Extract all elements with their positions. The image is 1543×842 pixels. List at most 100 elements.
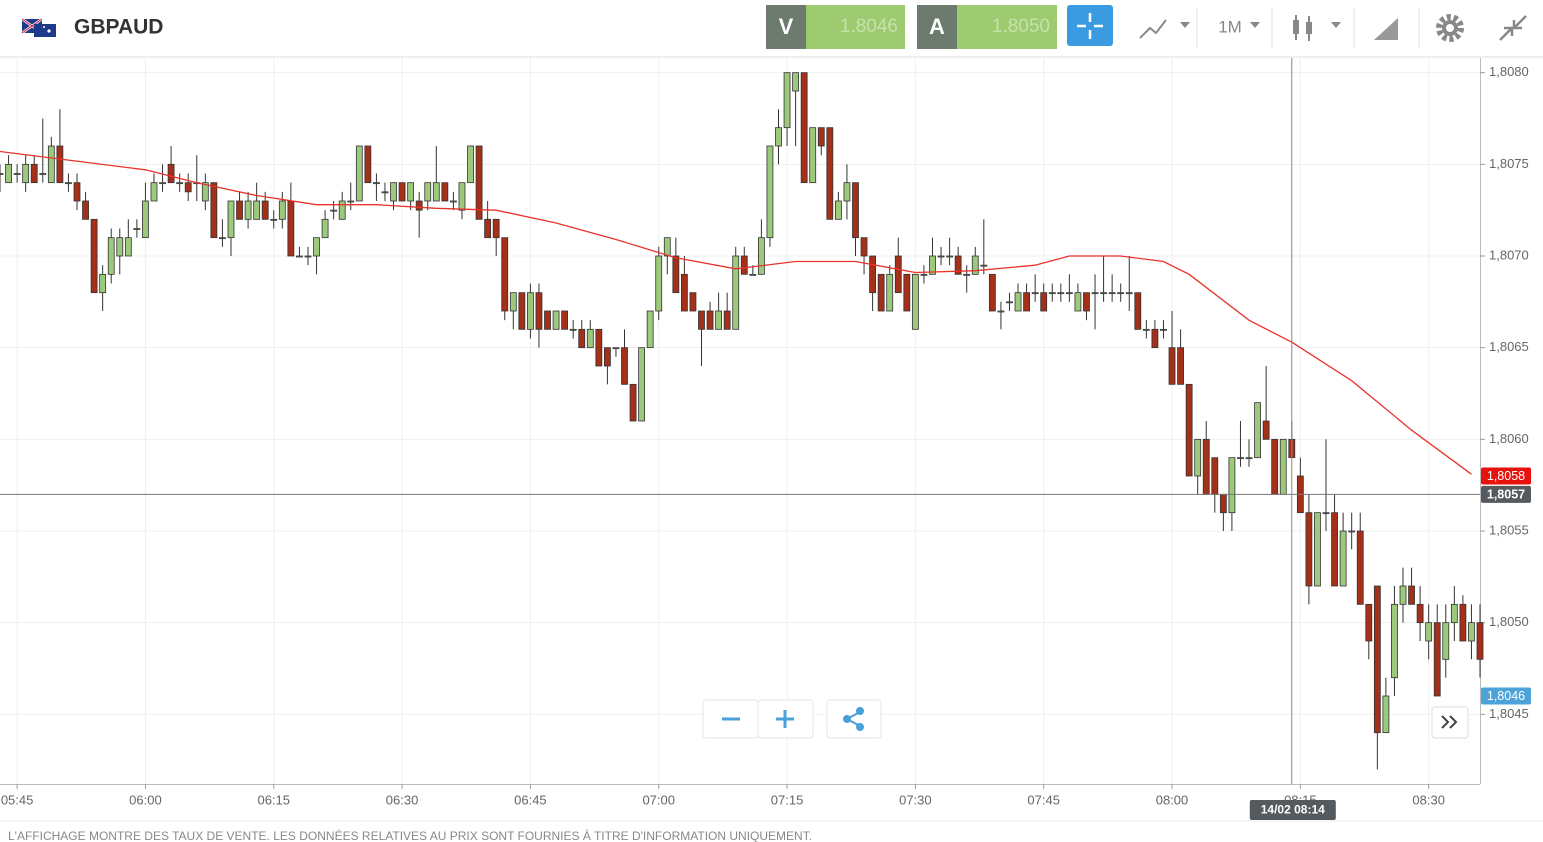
moving-average xyxy=(0,150,1472,475)
candle-body xyxy=(535,292,543,330)
zoom-out-button[interactable] xyxy=(702,699,759,739)
candle-body xyxy=(1091,292,1099,295)
x-tick-label: 05:45 xyxy=(1,792,34,807)
overlays: 1,8058 1,8046 1,8057 14/02 08:14 xyxy=(0,58,1531,820)
candle-body xyxy=(1468,622,1475,642)
candle-body xyxy=(159,182,166,185)
candle-body xyxy=(458,182,466,211)
x-tick-label: 08:00 xyxy=(1156,792,1189,807)
price-marker-label: 1,8058 xyxy=(1487,469,1525,483)
draw-button[interactable] xyxy=(1374,18,1398,40)
zoom-in-button[interactable] xyxy=(757,699,814,739)
candle-body xyxy=(1450,603,1458,624)
candle-body xyxy=(1006,301,1013,304)
buy-price: 1.8050 xyxy=(992,16,1050,37)
x-tick-label: 06:00 xyxy=(129,792,162,807)
y-tick-label: 1,8070 xyxy=(1489,247,1529,262)
candle-body xyxy=(330,209,338,212)
candle-body xyxy=(1194,438,1202,477)
candle-body xyxy=(954,255,962,275)
candle-body xyxy=(800,72,808,184)
candle-body xyxy=(680,273,688,312)
candle-body xyxy=(1057,292,1065,295)
candle-body xyxy=(1476,622,1484,660)
collapse-button[interactable] xyxy=(1499,15,1527,41)
share-button[interactable] xyxy=(826,699,882,739)
candle-body xyxy=(518,292,526,330)
price-marker xyxy=(1481,467,1531,485)
candle-body xyxy=(133,228,141,230)
x-tick-label: 07:45 xyxy=(1027,792,1060,807)
timeframe-button[interactable]: 1M xyxy=(1218,17,1260,36)
candle-body xyxy=(1433,622,1441,697)
candle-body xyxy=(107,237,115,275)
candle-body xyxy=(826,127,834,220)
y-tick-label: 1,8050 xyxy=(1489,614,1529,629)
candle-body xyxy=(338,200,346,220)
candle-body xyxy=(792,72,800,92)
candle-body xyxy=(980,264,988,267)
candle-body xyxy=(1339,530,1347,587)
candle-body xyxy=(1262,420,1270,440)
y-tick-label: 1,8060 xyxy=(1489,431,1529,446)
candle-body xyxy=(253,200,261,220)
candle-body xyxy=(723,310,731,330)
candle-body xyxy=(578,328,586,349)
candle-body xyxy=(5,163,12,184)
candle-body xyxy=(1014,292,1022,312)
price-marker-label: 1,8046 xyxy=(1487,689,1525,703)
candle-body xyxy=(1373,585,1381,734)
candle-body xyxy=(1382,695,1390,734)
candle-body xyxy=(30,163,38,184)
candle-body xyxy=(56,145,64,184)
scroll-right-button[interactable] xyxy=(1431,706,1469,739)
crosshair-time-box xyxy=(1249,800,1336,820)
crosshair-button[interactable] xyxy=(1067,5,1113,46)
candle-body xyxy=(270,218,278,221)
candle-body xyxy=(1083,292,1090,312)
candle-body xyxy=(621,347,628,385)
candle-body xyxy=(355,145,363,202)
candle-body xyxy=(937,255,945,258)
candle-body xyxy=(1100,292,1107,295)
candle-body xyxy=(475,145,483,220)
sell-button[interactable]: V 1.8046 xyxy=(766,5,905,49)
chart-type-button[interactable] xyxy=(1139,19,1190,39)
candle-body xyxy=(757,237,765,275)
buy-button[interactable]: A 1.8050 xyxy=(917,5,1057,49)
settings-button[interactable] xyxy=(1436,14,1464,42)
candle-body xyxy=(715,310,723,330)
candle-body xyxy=(390,182,397,202)
candle-body xyxy=(313,237,320,257)
candle-body xyxy=(1185,383,1193,477)
candle-body xyxy=(527,292,534,330)
candle-body xyxy=(227,200,235,239)
candle-body xyxy=(278,200,286,220)
candle-body xyxy=(1134,292,1142,330)
candle-body xyxy=(1160,328,1167,331)
candle-body xyxy=(1177,347,1184,385)
candle-body xyxy=(65,182,72,185)
candle-body xyxy=(877,273,885,312)
candle-body xyxy=(1254,402,1261,459)
candle-body xyxy=(663,237,671,257)
candle-body xyxy=(142,200,149,239)
candle-body xyxy=(1040,292,1048,312)
candle-body xyxy=(432,182,440,202)
buy-label: A xyxy=(929,14,945,39)
candle-body xyxy=(860,237,868,257)
price-marker xyxy=(1481,687,1531,705)
candle-body xyxy=(1279,438,1287,495)
candle-body xyxy=(1031,292,1039,295)
candle-body xyxy=(484,218,492,239)
candles-button[interactable] xyxy=(1293,15,1341,41)
candle-body xyxy=(886,273,894,312)
candle-body xyxy=(1228,457,1236,514)
candle-body xyxy=(544,310,551,330)
candle-body xyxy=(1365,603,1373,642)
candle-body xyxy=(1048,292,1056,295)
candle-body xyxy=(1314,512,1321,587)
x-tick-label: 08:30 xyxy=(1412,792,1445,807)
